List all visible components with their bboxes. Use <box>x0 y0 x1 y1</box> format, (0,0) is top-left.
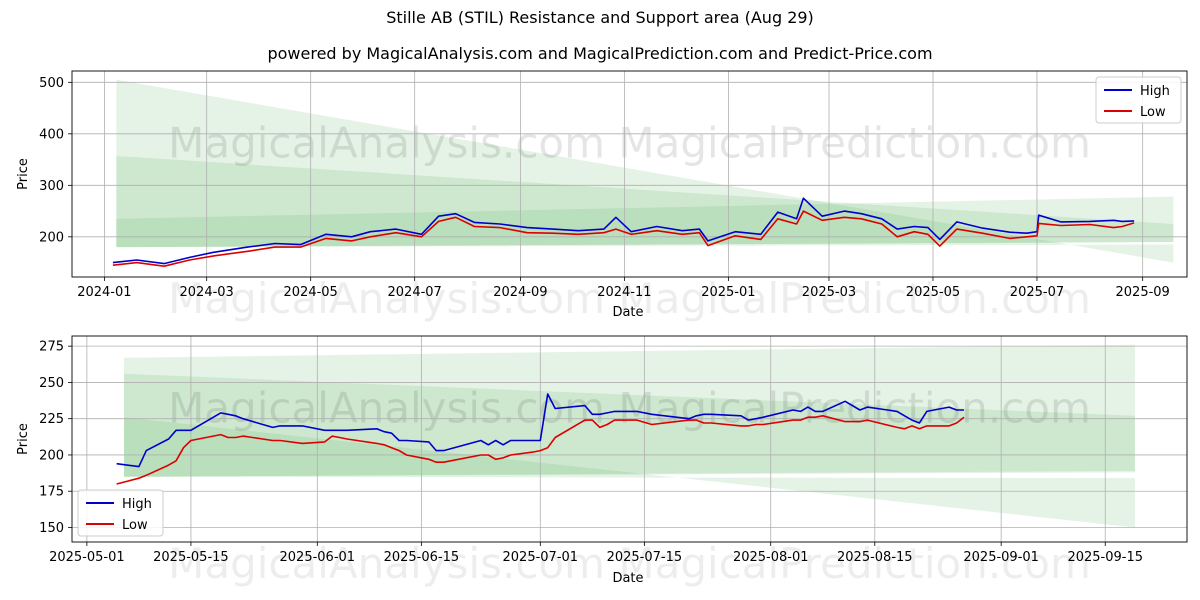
x-tick-label: 2025-07 <box>1010 285 1064 300</box>
x-tick-label: 2025-09-01 <box>963 550 1039 565</box>
legend: High Low <box>1095 76 1182 124</box>
support-resistance-band-3 <box>124 417 1135 528</box>
watermark: MagicalAnalysis.com MagicalPrediction.co… <box>168 119 1091 168</box>
x-tick-label: 2025-05-01 <box>49 550 125 565</box>
chart-subtitle: powered by MagicalAnalysis.com and Magic… <box>267 44 933 63</box>
chart-title: Stille AB (STIL) Resistance and Support … <box>386 8 814 27</box>
x-axis-label: Date <box>612 571 643 586</box>
y-tick-label: 250 <box>39 376 64 391</box>
chart-panel-2: MagicalAnalysis.com MagicalPrediction.co… <box>16 335 1188 588</box>
x-tick-label: 2025-09 <box>1116 285 1170 300</box>
legend-label-high: High <box>1140 84 1170 99</box>
x-tick-label: 2024-11 <box>597 285 651 300</box>
y-tick-label: 400 <box>39 127 64 142</box>
legend-label-low: Low <box>122 518 148 533</box>
x-tick-label: 2025-08-15 <box>837 550 913 565</box>
x-tick-label: 2024-07 <box>388 285 442 300</box>
support-resistance-band-2 <box>116 155 1174 248</box>
x-tick-label: 2024-03 <box>180 285 234 300</box>
x-tick-label: 2025-09-15 <box>1067 550 1143 565</box>
series-line-high <box>116 393 964 468</box>
legend-label-high: High <box>122 497 152 512</box>
support-resistance-band-1 <box>116 79 1174 263</box>
watermark: MagicalAnalysis.com MagicalPrediction.co… <box>168 274 1091 323</box>
y-tick-label: 200 <box>39 230 64 245</box>
x-tick-label: 2025-06-01 <box>280 550 356 565</box>
y-axis-label: Price <box>16 158 31 190</box>
x-tick-label: 2024-05 <box>284 285 338 300</box>
legend-label-low: Low <box>1140 105 1166 120</box>
y-tick-label: 225 <box>39 412 64 427</box>
x-tick-label: 2025-06-15 <box>384 550 460 565</box>
x-tick-label: 2025-05 <box>906 285 960 300</box>
y-tick-label: 200 <box>39 448 64 463</box>
chart-panel-1: MagicalAnalysis.com MagicalPrediction.co… <box>16 70 1188 323</box>
series-line-high <box>112 197 1135 265</box>
y-axis-label: Price <box>16 423 31 455</box>
y-tick-label: 500 <box>39 76 64 91</box>
watermark: MagicalAnalysis.com MagicalPrediction.co… <box>168 539 1091 588</box>
x-axis-label: Date <box>612 305 643 320</box>
series-line-low <box>116 414 965 485</box>
y-tick-label: 150 <box>39 521 64 536</box>
x-tick-label: 2024-09 <box>493 285 547 300</box>
x-tick-label: 2024-01 <box>77 285 131 300</box>
x-tick-label: 2025-07-01 <box>503 550 579 565</box>
support-resistance-band-2 <box>124 373 1135 477</box>
y-tick-label: 300 <box>39 179 64 194</box>
legend: High Low <box>77 489 164 537</box>
x-tick-label: 2025-03 <box>802 285 856 300</box>
plot-frame <box>71 335 1188 543</box>
y-tick-label: 275 <box>39 340 64 355</box>
y-tick-label: 175 <box>39 485 64 500</box>
watermark: MagicalAnalysis.com MagicalPrediction.co… <box>168 384 1091 433</box>
series-line-low <box>112 210 1135 268</box>
x-tick-label: 2025-05-15 <box>153 550 229 565</box>
x-tick-label: 2025-07-15 <box>607 550 683 565</box>
x-tick-label: 2025-01 <box>701 285 755 300</box>
plot-frame <box>71 70 1188 278</box>
x-tick-label: 2025-08-01 <box>733 550 809 565</box>
